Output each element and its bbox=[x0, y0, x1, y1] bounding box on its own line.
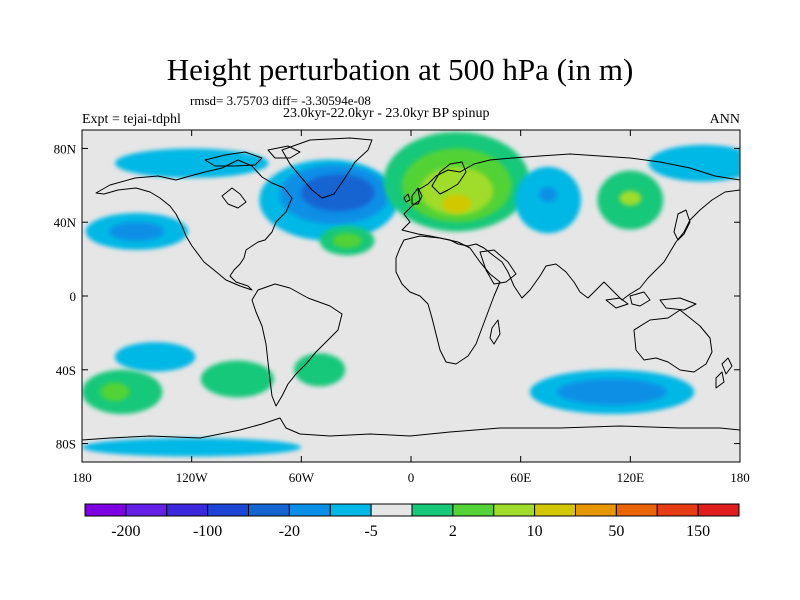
coastline-scandinavia bbox=[431, 161, 467, 195]
lon-tick-label: 60E bbox=[510, 470, 531, 485]
colorbar-swatch bbox=[248, 503, 290, 517]
colorbar-label: -20 bbox=[279, 523, 300, 540]
colorbar-swatch bbox=[370, 503, 413, 517]
coastline-australia bbox=[633, 309, 713, 373]
colorbar-swatch bbox=[575, 503, 617, 517]
colorbar-swatch bbox=[452, 503, 495, 517]
colorbar-swatch bbox=[125, 503, 168, 517]
coastline-madagascar bbox=[489, 319, 501, 345]
coastline-british-isles bbox=[403, 187, 423, 205]
coastline-south-america bbox=[251, 283, 343, 407]
colorbar: -200 -100 -20 -5 2 10 50 150 bbox=[84, 503, 740, 540]
lat-tick-label: 40S bbox=[56, 363, 76, 378]
lon-tick-label: 120E bbox=[617, 470, 645, 485]
coastline-antarctica bbox=[82, 417, 740, 441]
anomaly-region-mid-atlantic-high-core bbox=[332, 233, 362, 249]
colorbar-label: -200 bbox=[111, 523, 140, 540]
coastline-japan bbox=[673, 209, 691, 241]
coastline-north-america bbox=[95, 159, 293, 291]
coastline-africa bbox=[395, 235, 501, 365]
lon-tick-label: 60W bbox=[289, 470, 315, 485]
experiment-label: Expt = tejai-tdphl bbox=[82, 112, 181, 127]
anomaly-region-pacific-low-core bbox=[109, 222, 165, 241]
anomaly-region-southeast-pacific-high bbox=[200, 360, 274, 398]
lon-tick-label: 180 bbox=[72, 470, 92, 485]
anomaly-region-antarctic-low bbox=[82, 438, 302, 457]
lon-tick-label: 0 bbox=[408, 470, 415, 485]
coastline-indonesia bbox=[605, 291, 697, 311]
coastline-arabia bbox=[479, 249, 517, 285]
colorbar-swatch bbox=[615, 503, 658, 517]
anomaly-region-south-pacific-low bbox=[114, 342, 196, 372]
colorbar-swatch bbox=[329, 503, 372, 517]
anomaly-region-west-pacific-high bbox=[648, 144, 740, 182]
lon-tick-label: 120W bbox=[176, 470, 209, 485]
anomaly-region-south-pacific-high-core bbox=[100, 382, 130, 402]
coastline-eurasia bbox=[401, 153, 740, 301]
anomaly-region-europe-high-core bbox=[442, 194, 472, 213]
colorbar-swatch bbox=[656, 503, 699, 517]
coastline-greenland bbox=[281, 137, 373, 199]
anomaly-region-south-indian-low-core bbox=[557, 379, 667, 405]
colorbar-label: -100 bbox=[193, 523, 222, 540]
colorbar-swatch bbox=[166, 503, 209, 517]
anomaly-field bbox=[82, 131, 740, 457]
colorbar-swatch bbox=[493, 503, 536, 517]
coastline-hudson-bay bbox=[221, 187, 247, 209]
season-label: ANN bbox=[709, 112, 740, 127]
period-line: 23.0kyr-22.0kyr - 23.0kyr BP spinup bbox=[283, 106, 490, 121]
coastline-arctic-islands bbox=[204, 145, 301, 167]
colorbar-swatch bbox=[288, 503, 331, 517]
page-title: Height perturbation at 500 hPa (in m) bbox=[166, 52, 634, 87]
anomaly-region-east-asia-high-core bbox=[619, 190, 642, 206]
anomaly-region-arctic-canada bbox=[114, 148, 269, 178]
coastlines bbox=[82, 137, 740, 441]
colorbar-swatch bbox=[534, 503, 576, 517]
stats-line: rmsd= 3.75703 diff= -3.30594e-08 bbox=[190, 93, 371, 108]
colorbar-swatch bbox=[697, 503, 740, 517]
lat-tick-label: 0 bbox=[70, 289, 77, 304]
lon-tick-label: 180 bbox=[730, 470, 750, 485]
latitude-axis: 80N 40N 0 40S 80S bbox=[54, 141, 740, 452]
longitude-axis: 180 120W 60W 0 60E 120E 180 bbox=[72, 130, 750, 485]
colorbar-label: 2 bbox=[449, 523, 457, 540]
lat-tick-label: 40N bbox=[54, 215, 77, 230]
anomaly-region-siberia-low-core bbox=[538, 187, 558, 202]
lat-tick-label: 80S bbox=[56, 437, 76, 452]
anomaly-region-north-atlantic-low-core bbox=[301, 174, 375, 212]
anomaly-region-south-atlantic-high bbox=[294, 353, 346, 387]
lat-tick-label: 80N bbox=[54, 141, 77, 156]
colorbar-label: 10 bbox=[527, 523, 543, 540]
colorbar-label: 50 bbox=[608, 523, 624, 540]
coastline-new-zealand bbox=[715, 357, 733, 389]
anomaly-region-europe-high-inner bbox=[420, 166, 494, 215]
colorbar-swatch bbox=[207, 503, 249, 517]
colorbar-swatch bbox=[411, 503, 454, 517]
colorbar-swatch bbox=[84, 503, 127, 517]
colorbar-label: 150 bbox=[686, 523, 710, 540]
colorbar-label: -5 bbox=[364, 523, 377, 540]
